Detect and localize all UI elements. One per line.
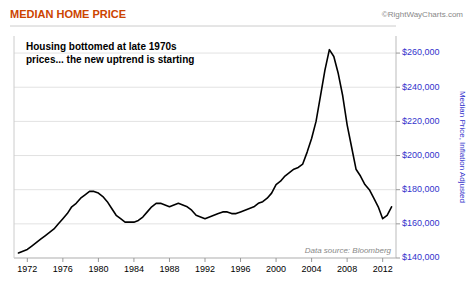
x-tick <box>276 258 277 262</box>
x-tick-label: 1976 <box>53 264 73 274</box>
y-tick <box>396 258 400 259</box>
x-tick-label: 2004 <box>302 264 322 274</box>
grid <box>14 53 396 258</box>
x-tick-label: 1984 <box>124 264 144 274</box>
x-tick <box>347 258 348 262</box>
y-tick-label: $260,000 <box>402 47 440 57</box>
price-line <box>18 50 391 253</box>
grid-line <box>14 87 396 88</box>
y-tick-label: $140,000 <box>402 252 440 262</box>
annotation-line: Housing bottomed at late 1970s <box>26 41 177 52</box>
header-rule <box>10 26 396 27</box>
y-axis-line <box>396 36 397 258</box>
y-tick <box>396 53 400 54</box>
x-tick <box>382 258 383 262</box>
x-tick <box>311 258 312 262</box>
x-tick <box>240 258 241 262</box>
y-tick <box>396 121 400 122</box>
chart: MEDIAN HOME PRICE ©RightWayCharts.com 1972… <box>0 0 473 284</box>
y-tick-label: $180,000 <box>402 184 440 194</box>
grid-line <box>14 223 396 224</box>
x-tick-label: 1980 <box>88 264 108 274</box>
x-tick-label: 1972 <box>17 264 37 274</box>
y-tick <box>396 87 400 88</box>
x-tick-label: 2000 <box>266 264 286 274</box>
grid-line <box>14 155 396 156</box>
y-axis-label: Median Price, Inflation Adjusted <box>458 91 467 203</box>
x-tick <box>169 258 170 262</box>
copyright: ©RightWayCharts.com <box>382 10 464 19</box>
x-tick-label: 1992 <box>195 264 215 274</box>
x-tick <box>98 258 99 262</box>
x-tick-label: 1988 <box>159 264 179 274</box>
y-tick-label: $240,000 <box>402 82 440 92</box>
annotation: Housing bottomed at late 1970s prices... … <box>26 41 194 65</box>
y-tick <box>396 189 400 190</box>
x-tick-label: 2012 <box>373 264 393 274</box>
x-tick <box>62 258 63 262</box>
y-tick-label: $220,000 <box>402 116 440 126</box>
annotation-line: prices... the new uptrend is starting <box>26 54 194 65</box>
x-tick-label: 2008 <box>337 264 357 274</box>
data-group <box>18 50 391 253</box>
y-tick-label: $200,000 <box>402 150 440 160</box>
x-tick <box>205 258 206 262</box>
grid-line <box>14 189 396 190</box>
x-tick <box>133 258 134 262</box>
left-axis-line <box>14 36 15 258</box>
y-tick <box>396 155 400 156</box>
y-tick <box>396 223 400 224</box>
data-source: Data source: Bloomberg <box>305 246 392 255</box>
x-tick-label: 1996 <box>231 264 251 274</box>
title: MEDIAN HOME PRICE <box>10 8 126 20</box>
grid-line <box>14 121 396 122</box>
x-tick <box>27 258 28 262</box>
y-tick-label: $160,000 <box>402 218 440 228</box>
